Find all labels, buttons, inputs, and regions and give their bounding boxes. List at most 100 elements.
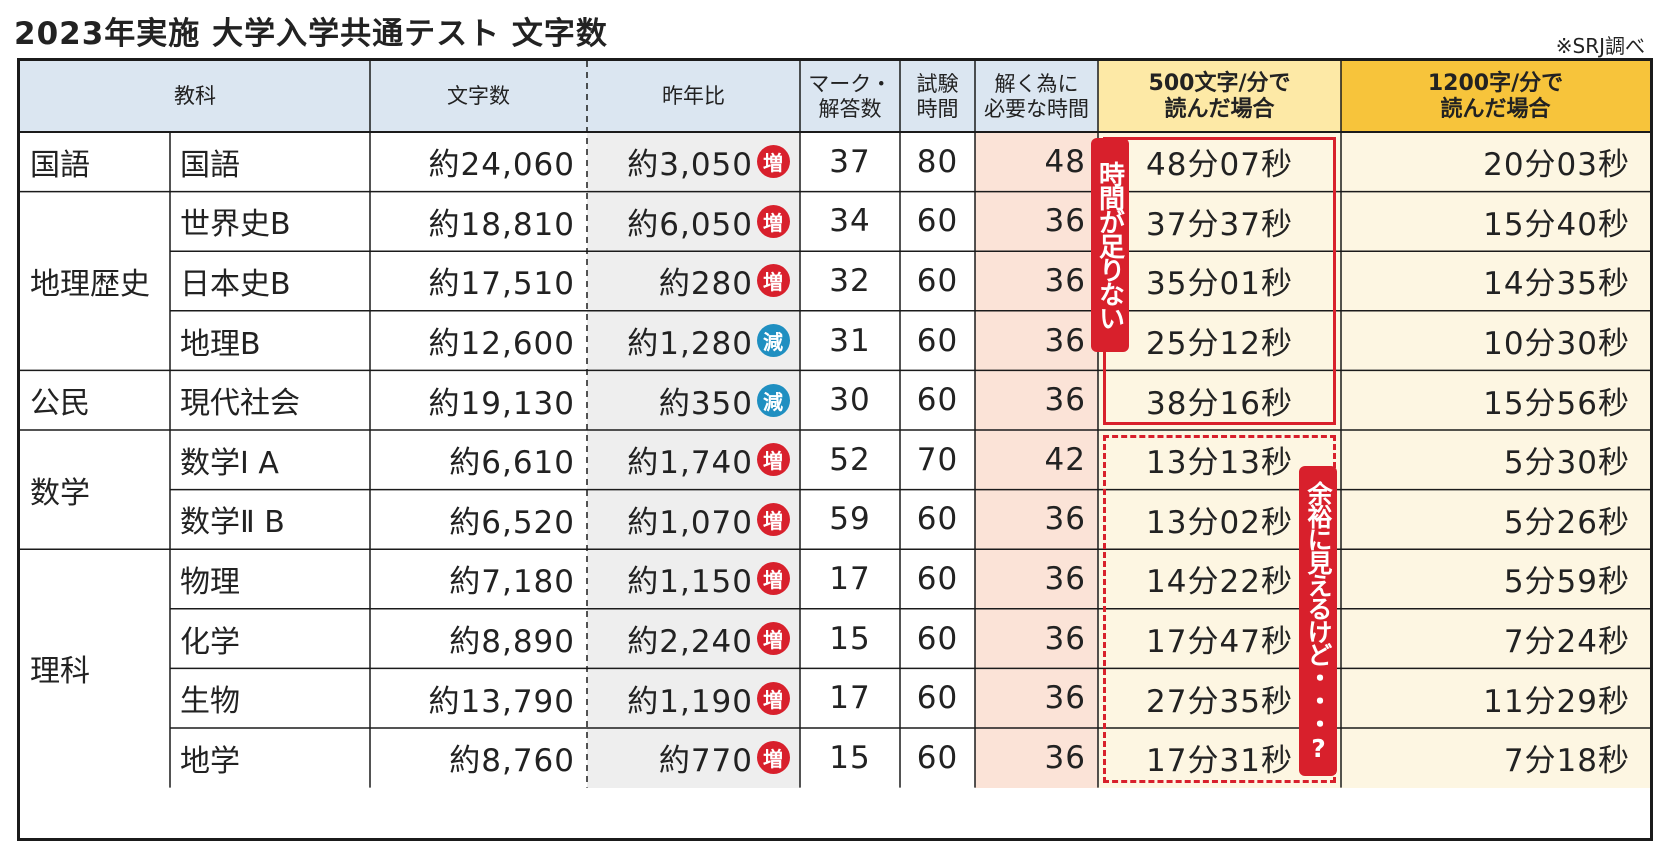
time-at-500: 13分02秒 [1146, 504, 1293, 541]
subject-name: 国語 [180, 147, 240, 183]
time-at-1200: 15分56秒 [1483, 385, 1630, 422]
time-at-1200: 20分03秒 [1483, 147, 1630, 184]
header-marks: マーク・ 解答数 [808, 72, 892, 121]
time-at-1200: 11分29秒 [1483, 683, 1630, 720]
yoy-value: 約770 [658, 743, 753, 780]
header-subject: 教科 [174, 84, 216, 109]
exam-time: 60 [916, 262, 959, 299]
yoy-change: 約2,240 増 [587, 609, 800, 669]
needed-time: 48 [1044, 143, 1086, 180]
header-yoy: 昨年比 [662, 84, 725, 109]
group-label: 数学 [30, 475, 90, 511]
group-label: 理科 [30, 654, 90, 690]
exam-time: 60 [916, 620, 959, 657]
char-count: 約24,060 [428, 147, 575, 184]
needed-time: 36 [1044, 501, 1086, 538]
increase-badge: 増 [757, 562, 790, 596]
subject-name: 数学Ⅱ B [180, 505, 285, 541]
subject-name: 地学 [180, 743, 240, 779]
yoy-change: 約1,740 増 [587, 430, 800, 490]
mark-count: 30 [829, 382, 871, 419]
exam-time: 60 [916, 560, 959, 597]
time-at-500: 14分22秒 [1146, 564, 1293, 601]
header-at1200: 1200字/分で 読んだ場合 [1427, 71, 1564, 122]
group-label: 地理歴史 [30, 266, 150, 302]
subject-name: 日本史B [180, 266, 291, 302]
mark-count: 17 [829, 560, 871, 597]
needed-time: 36 [1044, 203, 1086, 240]
looks-enough-note: 余裕に見えるけど・・・? [1299, 465, 1337, 776]
header-at500: 500文字/分で 読んだ場合 [1148, 71, 1291, 122]
page-title: 2023年実施 大学入学共通テスト 文字数 [14, 16, 608, 52]
yoy-change: 約6,050 増 [587, 192, 800, 252]
time-at-1200: 7分24秒 [1503, 624, 1630, 661]
needed-time: 36 [1044, 620, 1086, 657]
mark-count: 15 [829, 620, 871, 657]
yoy-value: 約1,150 [627, 564, 753, 601]
decrease-badge: 減 [757, 324, 790, 358]
mark-count: 15 [829, 739, 871, 776]
subject-name: 数学Ⅰ A [180, 445, 279, 481]
subject-name: 現代社会 [180, 386, 300, 422]
time-at-1200: 7分18秒 [1503, 743, 1630, 780]
time-at-500: 37分37秒 [1146, 206, 1293, 243]
yoy-change: 約770 増 [587, 728, 800, 788]
char-count: 約17,510 [428, 266, 575, 303]
yoy-change: 約3,050 増 [587, 132, 800, 192]
exam-time: 60 [916, 322, 959, 359]
time-at-500: 27分35秒 [1146, 683, 1293, 720]
yoy-value: 約1,070 [627, 504, 753, 541]
char-count: 約8,760 [449, 743, 575, 780]
increase-badge: 増 [757, 264, 790, 298]
col500-header-background [1098, 61, 1341, 132]
time-at-500: 25分12秒 [1146, 326, 1293, 363]
yoy-change: 約1,070 増 [587, 490, 800, 550]
yoy-change: 約1,280 減 [587, 311, 800, 371]
time-at-500: 38分16秒 [1146, 385, 1293, 422]
yoy-value: 約1,280 [627, 326, 753, 363]
increase-badge: 増 [757, 443, 790, 477]
time-at-500: 13分13秒 [1146, 445, 1293, 482]
char-count: 約7,180 [449, 564, 575, 601]
yoy-change: 約1,150 増 [587, 549, 800, 609]
char-count: 約18,810 [428, 206, 575, 243]
exam-time: 60 [916, 382, 959, 419]
yoy-value: 約280 [658, 266, 753, 303]
decrease-badge: 減 [757, 383, 790, 417]
time-at-500: 17分31秒 [1146, 743, 1293, 780]
increase-badge: 増 [757, 741, 790, 775]
time-at-1200: 14分35秒 [1483, 266, 1630, 303]
group-label: 国語 [30, 147, 90, 183]
yoy-value: 約3,050 [627, 147, 753, 184]
char-count: 約6,610 [449, 445, 575, 482]
needed-time: 36 [1044, 560, 1086, 597]
mark-count: 59 [829, 501, 871, 538]
needed-time: 36 [1044, 739, 1086, 776]
exam-time: 60 [916, 501, 959, 538]
yoy-change: 約1,190 増 [587, 668, 800, 728]
mark-count: 31 [829, 322, 871, 359]
mark-count: 32 [829, 262, 871, 299]
needed-time: 36 [1044, 262, 1086, 299]
subject-name: 生物 [180, 684, 240, 720]
increase-badge: 増 [757, 622, 790, 656]
yoy-change: 約350 減 [587, 370, 800, 430]
header-chars: 文字数 [447, 84, 510, 109]
char-count: 約8,890 [449, 624, 575, 661]
time-at-1200: 5分30秒 [1503, 445, 1630, 482]
mark-count: 52 [829, 441, 871, 478]
needed-time: 42 [1044, 441, 1086, 478]
mark-count: 37 [829, 143, 871, 180]
insufficient-time-box [1103, 137, 1336, 425]
time-at-1200: 10分30秒 [1483, 326, 1630, 363]
needed-time: 36 [1044, 382, 1086, 419]
yoy-value: 約1,190 [627, 683, 753, 720]
time-at-1200: 15分40秒 [1483, 206, 1630, 243]
char-count: 約6,520 [449, 504, 575, 541]
group-label: 公民 [30, 386, 90, 422]
exam-time: 60 [916, 203, 959, 240]
table-gridlines [20, 61, 1650, 788]
source-note: ※SRJ調べ [1555, 34, 1645, 58]
yoy-change: 約280 増 [587, 251, 800, 311]
char-count: 約19,130 [428, 385, 575, 422]
